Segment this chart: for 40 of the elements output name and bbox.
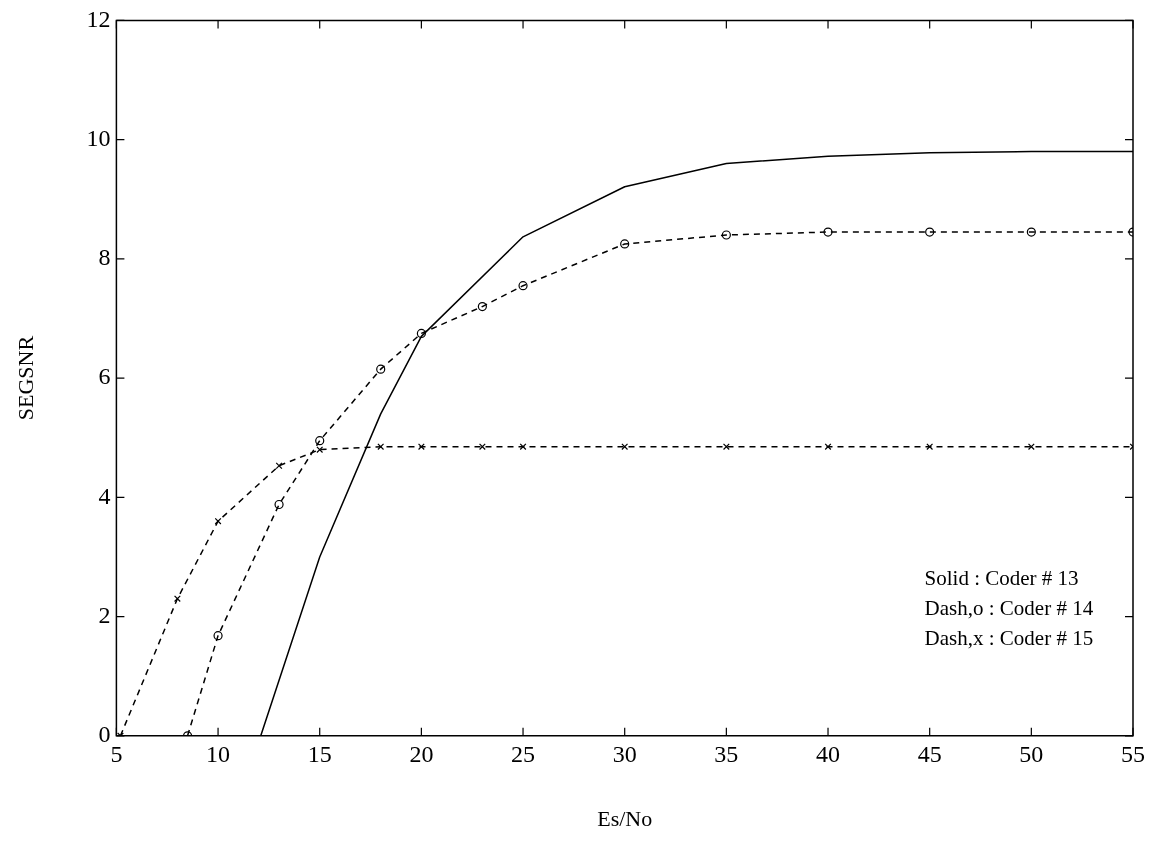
point xyxy=(274,499,284,510)
annotation: Dash,x : Coder # 15 xyxy=(924,625,1094,650)
y-tick-label: 10 xyxy=(86,124,111,151)
x-tick-label: 5 xyxy=(110,741,123,768)
point xyxy=(316,446,324,454)
x-tick-label: 15 xyxy=(307,741,332,768)
x-tick-label: 50 xyxy=(1019,741,1044,768)
x-tick-label: 20 xyxy=(409,741,434,768)
point xyxy=(275,462,283,470)
x-tick-label: 25 xyxy=(511,741,536,768)
x-tick-label: 35 xyxy=(714,741,739,768)
x-tick-label: 45 xyxy=(917,741,942,768)
point xyxy=(213,631,223,641)
x-axis-title: Es/No xyxy=(597,805,653,831)
annotation: Solid : Coder # 13 xyxy=(924,565,1079,590)
point xyxy=(1026,227,1036,237)
point xyxy=(315,436,325,446)
y-tick-label: 12 xyxy=(86,5,111,32)
point xyxy=(519,443,527,451)
x-tick-label: 10 xyxy=(206,741,231,768)
point xyxy=(823,227,833,237)
point xyxy=(376,364,386,374)
point xyxy=(925,227,935,237)
point xyxy=(416,328,426,338)
point xyxy=(824,443,832,451)
point xyxy=(620,239,630,249)
y-tick-label: 0 xyxy=(98,721,111,748)
y-tick-label: 8 xyxy=(98,244,111,271)
x-tick-label: 55 xyxy=(1121,741,1145,768)
y-axis-title: SEGSNR xyxy=(12,335,38,421)
y-tick-label: 2 xyxy=(98,601,111,628)
point xyxy=(477,301,487,312)
point xyxy=(518,281,528,291)
point xyxy=(214,517,222,525)
y-tick-label: 6 xyxy=(98,363,111,390)
x-tick-label: 40 xyxy=(816,741,841,768)
point xyxy=(721,230,731,240)
x-tick-label: 30 xyxy=(612,741,637,768)
y-tick-label: 4 xyxy=(98,482,111,509)
annotation: Dash,o : Coder # 14 xyxy=(924,595,1094,620)
